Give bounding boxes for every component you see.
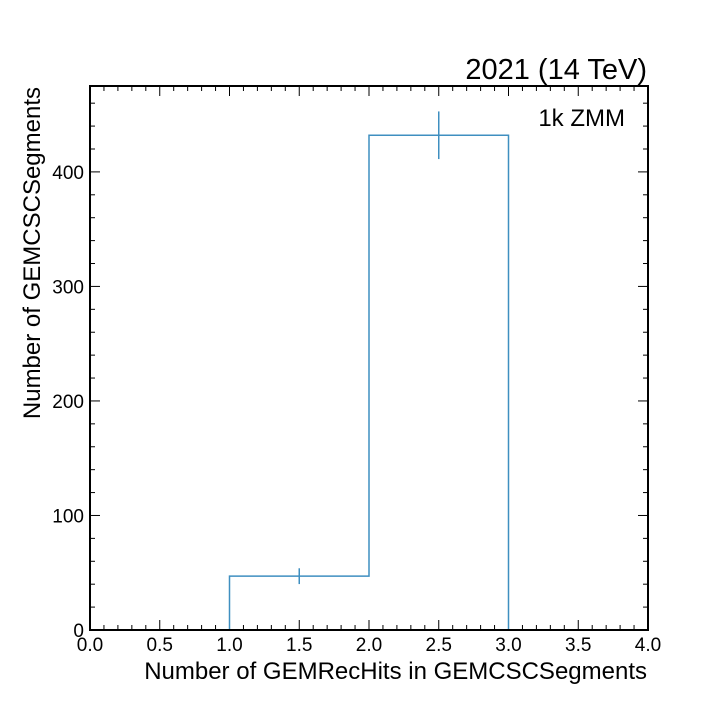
y-tick-label: 400 <box>52 163 84 184</box>
x-tick-label: 2.0 <box>356 635 382 656</box>
x-tick-label: 0.5 <box>147 635 173 656</box>
dataset-annotation: 1k ZMM <box>538 105 625 132</box>
x-tick-label: 0.0 <box>77 635 103 656</box>
data-layer <box>90 111 648 631</box>
labels-layer: 0.0 0.5 1.0 1.5 2.0 2.5 3.0 3.5 4.0 0 100 200 300 400 <box>52 163 661 656</box>
x-tick-label: 3.0 <box>495 635 521 656</box>
x-axis-title: Number of GEMRecHits in GEMCSCSegments <box>144 658 647 685</box>
y-tick-label: 300 <box>52 277 84 298</box>
y-tick-label: 200 <box>52 392 84 413</box>
y-axis-title: Number of GEMCSCSegments <box>19 87 46 419</box>
plot-frame <box>89 85 649 631</box>
histogram-outline <box>90 134 648 631</box>
y-tick-label: 0 <box>73 621 84 642</box>
x-tick-label: 1.5 <box>286 635 312 656</box>
chart-energy-label: 2021 (14 TeV) <box>465 54 647 86</box>
x-tick-label: 3.5 <box>565 635 591 656</box>
x-tick-label: 4.0 <box>635 635 661 656</box>
x-tick-label: 2.5 <box>426 635 452 656</box>
x-tick-label: 1.0 <box>216 635 242 656</box>
y-tick-label: 100 <box>52 506 84 527</box>
